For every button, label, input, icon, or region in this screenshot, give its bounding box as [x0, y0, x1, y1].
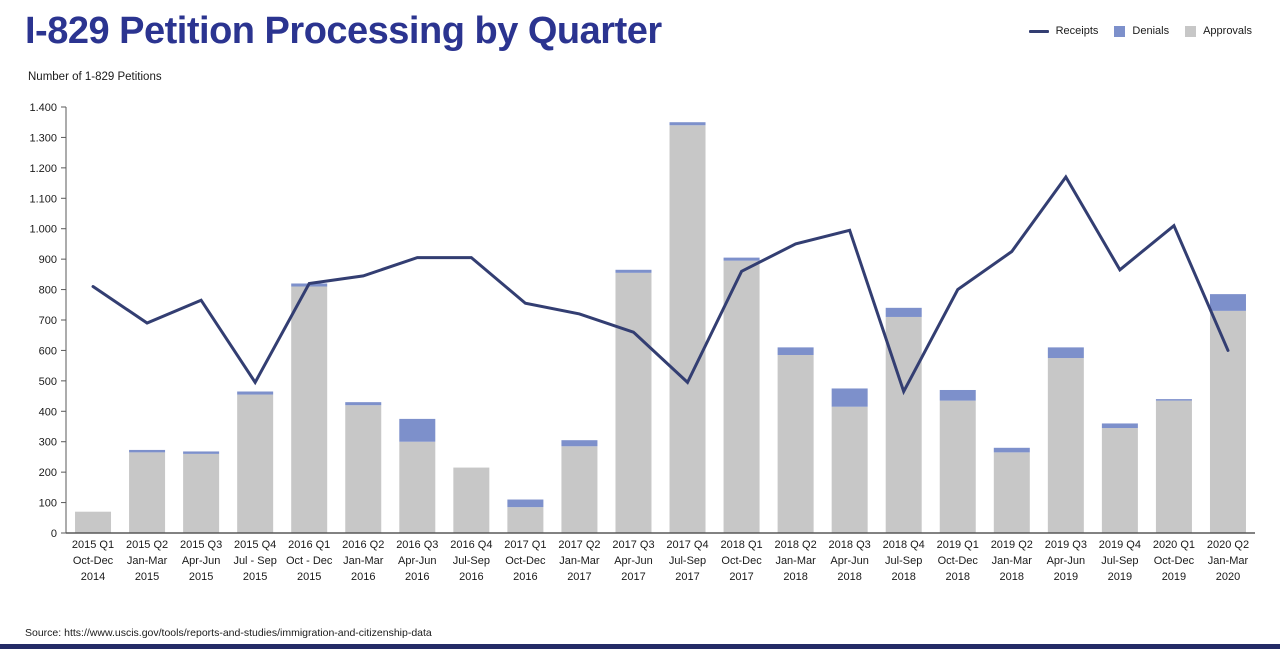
- denials-bar-2020-q1: [1155, 399, 1192, 401]
- legend-item-approvals: Approvals: [1185, 25, 1252, 37]
- legend-item-receipts: Receipts: [1028, 25, 1099, 37]
- y-tick-label: 0: [51, 528, 57, 540]
- approvals-bar-2019-q4: [1101, 428, 1138, 533]
- denials-bar-2017-q2: [561, 440, 598, 447]
- approvals-bar-2016-q3: [399, 441, 436, 533]
- x-tick-label: 2019 Q3 Apr-Jun 2019: [1045, 539, 1087, 583]
- approvals-bar-2016-q2: [345, 405, 382, 533]
- legend-label-denials: Denials: [1132, 25, 1170, 37]
- denials-bar-2015-q4: [237, 391, 274, 395]
- approvals-bar-2015-q2: [129, 452, 166, 533]
- denials-bar-2018-q3: [831, 388, 868, 407]
- y-tick-label: 800: [39, 285, 57, 297]
- y-tick-label: 600: [39, 345, 57, 357]
- approvals-bar-2018-q3: [831, 406, 868, 533]
- y-tick-label: 700: [39, 315, 57, 327]
- approvals-bar-2016-q1: [291, 286, 328, 533]
- x-tick-label: 2015 Q4 Jul - Sep 2015: [233, 539, 276, 583]
- approvals-bar-2016-q4: [453, 467, 490, 533]
- approvals-bar-2019-q3: [1047, 358, 1084, 533]
- y-tick-label: 1.300: [29, 132, 57, 144]
- x-tick-label: 2020 Q2 Jan-Mar 2020: [1207, 539, 1249, 583]
- x-tick-label: 2017 Q3 Apr-Jun 2017: [612, 539, 654, 583]
- denials-bar-2015-q3: [183, 451, 220, 454]
- approvals-bar-2019-q1: [939, 400, 976, 533]
- approvals-bar-2015-q4: [237, 394, 274, 533]
- legend-label-approvals: Approvals: [1203, 25, 1252, 37]
- approvals-swatch-icon: [1185, 25, 1197, 37]
- y-tick-label: 900: [39, 254, 57, 266]
- denials-bar-2017-q3: [615, 269, 652, 273]
- y-tick-label: 300: [39, 437, 57, 449]
- approvals-bar-2020-q2: [1209, 310, 1246, 533]
- denials-bar-2015-q2: [129, 449, 166, 453]
- page-title: I-829 Petition Processing by Quarter: [25, 10, 662, 52]
- x-tick-label: 2019 Q2 Jan-Mar 2018: [991, 539, 1033, 583]
- denials-bar-2018-q1: [723, 257, 760, 261]
- denials-bar-2017-q4: [669, 122, 706, 126]
- x-tick-label: 2018 Q2 Jan-Mar 2018: [775, 539, 817, 583]
- x-tick-label: 2019 Q1 Oct-Dec 2018: [937, 539, 979, 583]
- denials-bar-2018-q4: [885, 307, 922, 317]
- legend-label-receipts: Receipts: [1055, 25, 1099, 37]
- x-tick-label: 2020 Q1 Oct-Dec 2019: [1153, 539, 1195, 583]
- denials-bar-2016-q2: [345, 402, 382, 406]
- y-tick-label: 1.000: [29, 224, 57, 236]
- denials-bar-2019-q3: [1047, 347, 1084, 359]
- x-tick-label: 2018 Q3 Apr-Jun 2018: [829, 539, 871, 583]
- x-tick-label: 2016 Q2 Jan-Mar 2016: [342, 539, 384, 583]
- denials-bar-2019-q4: [1101, 423, 1138, 429]
- x-tick-label: 2017 Q4 Jul-Sep 2017: [666, 539, 708, 583]
- approvals-bar-2015-q3: [183, 453, 220, 533]
- denials-swatch-icon: [1114, 25, 1126, 37]
- y-tick-label: 500: [39, 376, 57, 388]
- legend-item-denials: Denials: [1114, 25, 1169, 37]
- y-axis-title: Number of 1-829 Petitions: [28, 71, 162, 83]
- approvals-bar-2020-q1: [1155, 400, 1192, 533]
- denials-bar-2020-q2: [1209, 294, 1246, 311]
- source-citation: Source: htts://www.uscis.gov/tools/repor…: [25, 627, 432, 639]
- x-tick-label: 2017 Q1 Oct-Dec 2016: [504, 539, 546, 583]
- approvals-bar-2017-q1: [507, 507, 544, 533]
- x-tick-label: 2016 Q4 Jul-Sep 2016: [450, 539, 492, 583]
- receipts-line-swatch-icon: [1028, 29, 1049, 33]
- denials-bar-2019-q1: [939, 389, 976, 401]
- footer-accent-bar: [0, 644, 1280, 649]
- y-tick-label: 1.100: [29, 193, 57, 205]
- y-tick-label: 1.400: [29, 102, 57, 114]
- x-tick-label: 2018 Q4 Jul-Sep 2018: [883, 539, 925, 583]
- denials-bar-2018-q2: [777, 347, 814, 355]
- denials-bar-2019-q2: [993, 447, 1030, 453]
- receipts-line: [91, 174, 1230, 396]
- approvals-bar-2018-q1: [723, 260, 760, 533]
- x-tick-label: 2018 Q1 Oct-Dec 2017: [720, 539, 762, 583]
- y-tick-label: 1.200: [29, 163, 57, 175]
- approvals-bar-2017-q2: [561, 446, 598, 533]
- x-tick-label: 2016 Q1 Oct - Dec 2015: [286, 539, 333, 583]
- approvals-bar-2017-q4: [669, 125, 706, 533]
- x-tick-label: 2016 Q3 Apr-Jun 2016: [396, 539, 438, 583]
- x-tick-label: 2017 Q2 Jan-Mar 2017: [558, 539, 600, 583]
- approvals-bar-2017-q3: [615, 272, 652, 533]
- x-tick-label: 2019 Q4 Jul-Sep 2019: [1099, 539, 1141, 583]
- x-tick-label: 2015 Q1 Oct-Dec 2014: [72, 539, 114, 583]
- y-tick-label: 100: [39, 498, 57, 510]
- y-tick-label: 200: [39, 467, 57, 479]
- x-tick-label: 2015 Q3 Apr-Jun 2015: [180, 539, 222, 583]
- chart-legend: Receipts Denials Approvals: [1028, 25, 1252, 37]
- approvals-bar-2019-q2: [993, 452, 1030, 533]
- y-tick-label: 400: [39, 406, 57, 418]
- denials-bar-2016-q3: [399, 418, 436, 442]
- approvals-bar-2015-q1: [75, 511, 112, 533]
- approvals-bar-2018-q2: [777, 354, 814, 533]
- x-tick-label: 2015 Q2 Jan-Mar 2015: [126, 539, 168, 583]
- denials-bar-2017-q1: [507, 499, 544, 508]
